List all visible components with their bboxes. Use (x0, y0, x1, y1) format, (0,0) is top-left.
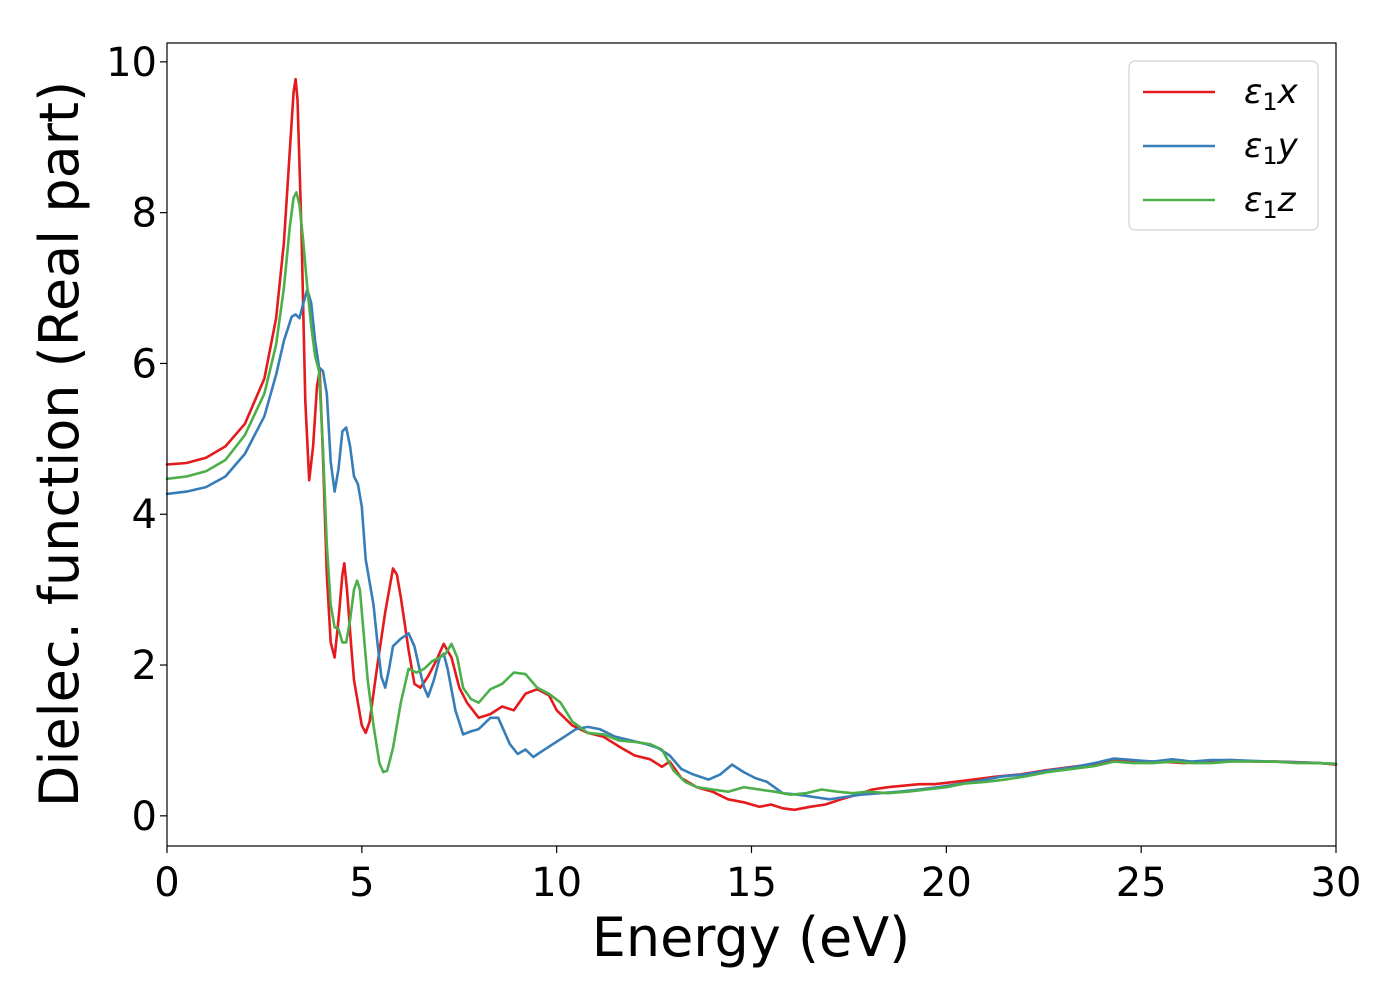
x-tick-label: 30 (1311, 860, 1362, 906)
y-axis-label: Dielec. function (Real part) (28, 81, 91, 807)
legend-label-x: ε1x (1244, 72, 1299, 116)
series-line-z (165, 191, 1338, 796)
x-tick-label: 10 (531, 860, 582, 906)
y-tick-label: 10 (106, 40, 157, 86)
x-tick-label: 15 (726, 860, 777, 906)
series-layer (165, 77, 1338, 812)
y-tick-label: 4 (132, 492, 157, 538)
y-tick-label: 6 (132, 341, 157, 387)
legend: ε1x ε1y ε1z (1128, 60, 1319, 231)
x-tick-label: 25 (1116, 860, 1167, 906)
x-axis-label: Energy (eV) (592, 906, 911, 969)
legend-label-z: ε1z (1244, 180, 1297, 224)
legend-label-y: ε1y (1244, 126, 1299, 170)
legend-box (1128, 60, 1319, 231)
x-tick-label: 5 (349, 860, 374, 906)
x-tick-label: 0 (154, 860, 179, 906)
y-tick-label: 2 (132, 643, 157, 689)
y-tick-label: 0 (132, 794, 157, 840)
x-axis: 0 5 10 15 20 25 30 (154, 846, 1361, 906)
x-tick-label: 20 (921, 860, 972, 906)
y-tick-label: 8 (132, 191, 157, 237)
series-line-x (165, 77, 1338, 812)
y-axis: 0 2 4 6 8 10 (106, 40, 167, 840)
